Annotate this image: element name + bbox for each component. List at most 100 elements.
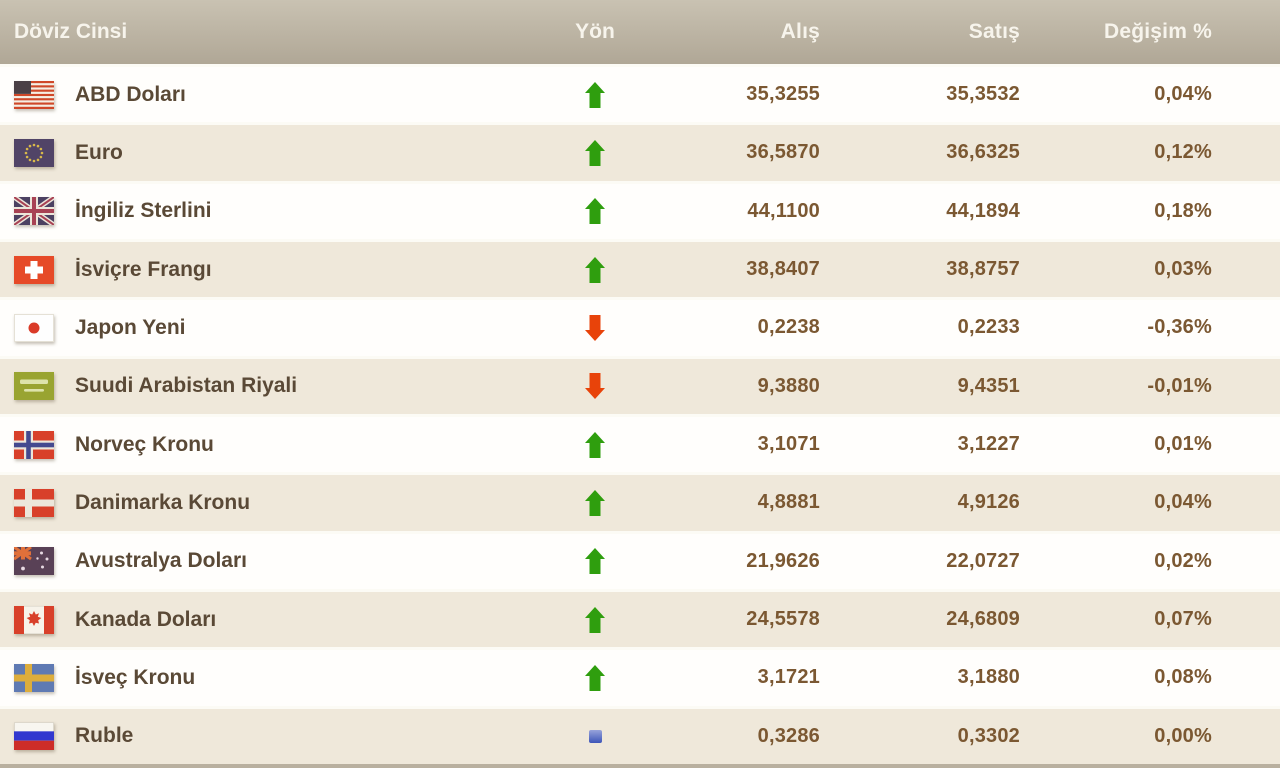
- currency-name: Norveç Kronu: [75, 432, 214, 456]
- currency-cell: İngiliz Sterlini: [0, 197, 550, 226]
- change-percent: 0,04%: [1154, 83, 1212, 106]
- direction-up-icon: [585, 139, 605, 166]
- direction-up-icon: [585, 431, 605, 458]
- flag-sa-icon: [14, 372, 54, 401]
- sell-rate: 38,8757: [946, 258, 1020, 281]
- table-row[interactable]: İngiliz Sterlini 44,1100 44,1894 0,18%: [0, 180, 1280, 239]
- direction-cell: [550, 314, 640, 341]
- direction-cell: [550, 198, 640, 225]
- flag-us-icon: [14, 80, 54, 109]
- table-row[interactable]: İsveç Kronu 3,1721 3,1880 0,08%: [0, 647, 1280, 706]
- direction-up-icon: [585, 256, 605, 283]
- sell-rate: 44,1894: [946, 199, 1020, 222]
- table-row[interactable]: Japon Yeni 0,2238 0,2233 -0,36%: [0, 297, 1280, 356]
- sell-rate: 35,3532: [946, 83, 1020, 106]
- sell-rate: 3,1227: [957, 433, 1020, 456]
- change-percent: -0,36%: [1147, 316, 1212, 339]
- buy-rate: 35,3255: [746, 83, 820, 106]
- direction-up-icon: [585, 606, 605, 633]
- direction-down-icon: [585, 373, 605, 400]
- sell-rate: 36,6325: [946, 141, 1020, 164]
- change-percent: 0,03%: [1154, 258, 1212, 281]
- change-percent: 0,12%: [1154, 141, 1212, 164]
- change-percent: 0,07%: [1154, 608, 1212, 631]
- flag-no-icon: [14, 430, 54, 459]
- buy-rate: 3,1721: [757, 666, 820, 689]
- flag-jp-icon: [14, 313, 54, 342]
- table-row[interactable]: ABD Doları 35,3255 35,3532 0,04%: [0, 64, 1280, 123]
- table-row[interactable]: Ruble 0,3286 0,3302 0,00%: [0, 705, 1280, 764]
- sell-rate: 3,1880: [957, 666, 1020, 689]
- currency-cell: Kanada Doları: [0, 605, 550, 634]
- col-header-sell: Satış: [968, 20, 1020, 43]
- sell-rate: 9,4351: [957, 374, 1020, 397]
- col-header-change: Değişim %: [1104, 20, 1212, 43]
- change-percent: 0,00%: [1154, 724, 1212, 747]
- flag-eu-icon: [14, 138, 54, 167]
- currency-cell: Japon Yeni: [0, 313, 550, 342]
- table-row[interactable]: Kanada Doları 24,5578 24,6809 0,07%: [0, 588, 1280, 648]
- currency-name: Suudi Arabistan Riyali: [75, 374, 298, 398]
- flag-ch-icon: [14, 255, 54, 284]
- currency-cell: Avustralya Doları: [0, 547, 550, 576]
- direction-flat-icon: [588, 729, 602, 743]
- buy-rate: 44,1100: [747, 199, 820, 222]
- buy-rate: 24,5578: [746, 608, 820, 631]
- table-row[interactable]: İsviçre Frangı 38,8407 38,8757 0,03%: [0, 238, 1280, 298]
- buy-rate: 36,5870: [746, 141, 820, 164]
- flag-ca-icon: [14, 605, 54, 634]
- table-row[interactable]: Suudi Arabistan Riyali 9,3880 9,4351 -0,…: [0, 355, 1280, 414]
- flag-dk-icon: [14, 488, 54, 517]
- buy-rate: 0,2238: [757, 316, 820, 339]
- currency-name: Euro: [75, 140, 123, 164]
- flag-se-icon: [14, 663, 54, 692]
- currency-cell: Euro: [0, 138, 550, 167]
- direction-down-icon: [585, 314, 605, 341]
- direction-cell: [550, 431, 640, 458]
- currency-cell: Suudi Arabistan Riyali: [0, 372, 550, 401]
- currency-name: Danimarka Kronu: [75, 490, 251, 514]
- currency-name: ABD Doları: [75, 82, 186, 106]
- direction-cell: [550, 373, 640, 400]
- sell-rate: 0,3302: [957, 724, 1020, 747]
- direction-up-icon: [585, 489, 605, 516]
- change-percent: -0,01%: [1147, 374, 1212, 397]
- buy-rate: 21,9626: [746, 549, 820, 572]
- direction-cell: [550, 729, 640, 743]
- change-percent: 0,04%: [1154, 491, 1212, 514]
- table-row[interactable]: Euro 36,5870 36,6325 0,12%: [0, 122, 1280, 181]
- currency-cell: ABD Doları: [0, 80, 550, 109]
- direction-cell: [550, 256, 640, 283]
- direction-cell: [550, 606, 640, 633]
- change-percent: 0,18%: [1154, 199, 1212, 222]
- direction-up-icon: [585, 548, 605, 575]
- direction-cell: [550, 81, 640, 108]
- table-row[interactable]: Norveç Kronu 3,1071 3,1227 0,01%: [0, 413, 1280, 473]
- currency-cell: Ruble: [0, 722, 550, 751]
- currency-name: Japon Yeni: [75, 315, 186, 339]
- currency-cell: Norveç Kronu: [0, 430, 550, 459]
- direction-up-icon: [585, 664, 605, 691]
- direction-cell: [550, 139, 640, 166]
- sell-rate: 22,0727: [946, 549, 1020, 572]
- col-header-direction: Yön: [575, 20, 615, 43]
- currency-name: İsveç Kronu: [75, 665, 196, 689]
- buy-rate: 4,8881: [757, 491, 820, 514]
- currency-cell: İsveç Kronu: [0, 663, 550, 692]
- table-row[interactable]: Danimarka Kronu 4,8881 4,9126 0,04%: [0, 472, 1280, 531]
- change-percent: 0,02%: [1154, 549, 1212, 572]
- direction-up-icon: [585, 81, 605, 108]
- currency-name: Kanada Doları: [75, 607, 217, 631]
- buy-rate: 9,3880: [757, 374, 820, 397]
- col-header-buy: Alış: [780, 20, 820, 43]
- buy-rate: 38,8407: [746, 258, 820, 281]
- direction-cell: [550, 548, 640, 575]
- change-percent: 0,08%: [1154, 666, 1212, 689]
- table-header: Döviz Cinsi Yön Alış Satış Değişim %: [0, 0, 1280, 64]
- currency-name: Ruble: [75, 724, 134, 748]
- direction-cell: [550, 489, 640, 516]
- direction-up-icon: [585, 198, 605, 225]
- table-row[interactable]: Avustralya Doları 21,9626 22,0727 0,02%: [0, 530, 1280, 589]
- flag-au-icon: [14, 547, 54, 576]
